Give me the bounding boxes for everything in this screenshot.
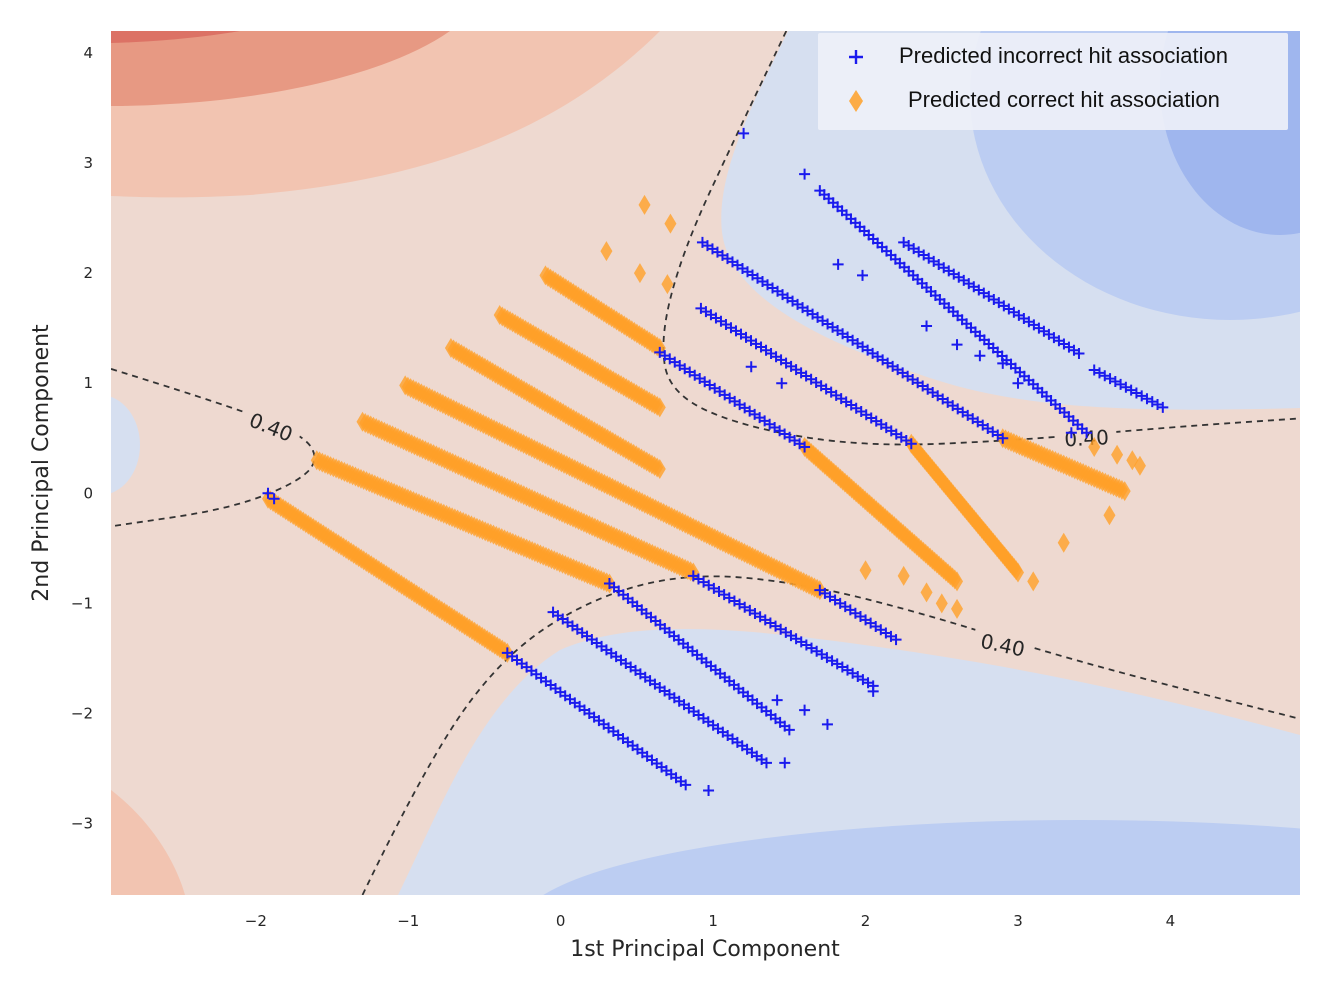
x-tick-label: −1 [397, 912, 419, 930]
diamond-marker [920, 582, 933, 603]
x-tick-label: 3 [1013, 912, 1023, 930]
diamond-marker [1103, 505, 1116, 526]
contour-region-high-bottom-left [111, 790, 185, 895]
plus-marker [905, 438, 917, 450]
legend-item-incorrect [849, 50, 863, 64]
diamond-marker [600, 241, 613, 262]
y-tick-label: 2 [83, 264, 93, 282]
legend-diamond-marker-icon [849, 90, 863, 112]
plus-marker [832, 258, 844, 270]
x-tick-label: −2 [245, 912, 267, 930]
contour-region-left-edge [111, 396, 140, 494]
diamond-marker [1057, 532, 1070, 553]
x-tick-label: 0 [556, 912, 566, 930]
plus-marker [857, 269, 869, 281]
x-axis-title: 1st Principal Component [570, 937, 840, 962]
y-tick-label: 0 [83, 484, 93, 502]
y-tick-label: −2 [71, 704, 93, 722]
plus-marker [1081, 427, 1093, 439]
diamond-marker [653, 397, 666, 418]
plus-marker [776, 377, 788, 389]
diamond-marker [935, 593, 948, 614]
diamond-marker [653, 459, 666, 480]
plus-marker [867, 685, 879, 697]
diamond-marker [1011, 562, 1024, 583]
x-tick-label: 2 [861, 912, 871, 930]
legend-item-correct [849, 90, 863, 112]
diamond-marker [1133, 455, 1146, 476]
plus-marker [821, 718, 833, 730]
diamond-marker [1088, 437, 1101, 458]
plus-marker [738, 127, 750, 139]
diamond-marker [1027, 571, 1040, 592]
plus-marker [974, 350, 986, 362]
plus-marker [268, 493, 280, 505]
plus-marker [951, 339, 963, 351]
plus-marker [921, 320, 933, 332]
legend-box [818, 33, 1288, 130]
x-axis-ticks: −2 −1 0 1 2 3 4 [245, 912, 1175, 930]
contour-background [111, 31, 1300, 895]
diamond-marker [661, 274, 674, 295]
contour-label-bg [971, 624, 1036, 663]
diamond-marker [638, 194, 651, 215]
legend-plus-marker-icon [849, 50, 863, 64]
plus-marker [1065, 427, 1077, 439]
plus-marker [680, 779, 692, 791]
y-tick-label: 4 [83, 44, 93, 62]
plus-marker [760, 757, 772, 769]
plus-marker [997, 432, 1009, 444]
plus-marker [771, 694, 783, 706]
legend-label-correct: Predicted correct hit association [908, 87, 1220, 112]
plus-marker [745, 361, 757, 373]
y-tick-label: −1 [71, 594, 93, 612]
series-incorrect [262, 127, 1169, 796]
contour-region-lower-right-core [543, 820, 1300, 895]
plus-marker [1073, 347, 1085, 359]
diamond-marker [951, 598, 964, 619]
plus-marker [779, 757, 791, 769]
contour-region-high-top-deep [111, 31, 240, 43]
plus-marker [1157, 401, 1169, 413]
diamond-marker [951, 571, 964, 592]
x-tick-label: 1 [708, 912, 718, 930]
diamond-marker [633, 263, 646, 284]
y-axis-ticks: −3 −2 −1 0 1 2 3 4 [71, 44, 93, 832]
y-tick-label: 3 [83, 154, 93, 172]
diamond-marker [897, 565, 910, 586]
diamond-marker [859, 560, 872, 581]
contour-line-1 [361, 575, 1300, 895]
plus-marker [997, 357, 1009, 369]
plus-marker [799, 441, 811, 453]
plus-marker [1012, 377, 1024, 389]
plus-marker [262, 487, 274, 499]
legend: Predicted incorrect hit association Pred… [818, 33, 1288, 130]
contour-label-bg [239, 402, 305, 449]
y-axis-title: 2nd Principal Component [29, 324, 54, 602]
legend-label-incorrect: Predicted incorrect hit association [899, 43, 1228, 68]
scatter-series [262, 127, 1169, 796]
plus-marker [890, 634, 902, 646]
y-tick-label: −3 [71, 814, 93, 832]
plus-marker [703, 784, 715, 796]
diamond-marker [1118, 481, 1131, 502]
x-tick-label: 4 [1166, 912, 1176, 930]
plus-marker [799, 168, 811, 180]
plus-marker [799, 704, 811, 716]
contour-region-high-top-core [111, 31, 450, 106]
series-correct [262, 194, 1146, 663]
diamond-marker [1111, 444, 1124, 465]
y-tick-label: 1 [83, 374, 93, 392]
plus-marker [783, 724, 795, 736]
diamond-marker [664, 213, 677, 234]
